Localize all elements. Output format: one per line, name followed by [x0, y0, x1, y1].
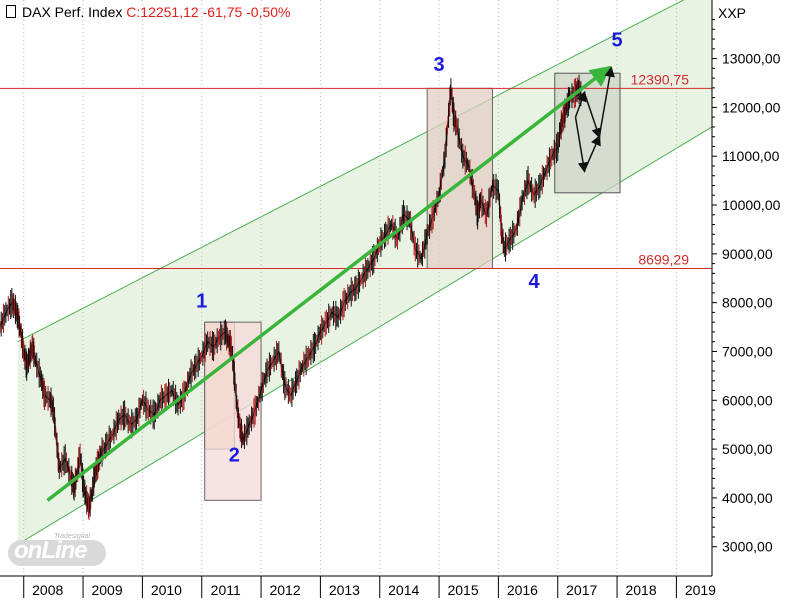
- x-tick-label: 2010: [151, 582, 182, 598]
- x-tick-label: 2016: [507, 582, 538, 598]
- x-tick-label: 2018: [625, 582, 656, 598]
- y-tick-label: 4000,00: [722, 490, 773, 506]
- y-tick-label: 13000,00: [722, 51, 781, 67]
- channel-lower-line: [17, 126, 713, 545]
- forecast-arrow: [583, 134, 601, 172]
- x-tick-label: 2019: [685, 582, 716, 598]
- y-tick-label: 7000,00: [722, 343, 773, 359]
- y-tick-label: 6000,00: [722, 392, 773, 408]
- logo-subtext: Tradesignal: [54, 533, 91, 540]
- y-tick-label: 8000,00: [722, 295, 773, 311]
- wave-label: 5: [612, 29, 623, 51]
- x-tick-label: 2014: [388, 582, 419, 598]
- wave-label: 3: [434, 54, 445, 76]
- logo-text: onLine: [14, 537, 88, 564]
- wave-label: 1: [196, 291, 207, 313]
- y-tick-label: 10000,00: [722, 197, 781, 213]
- y-axis-unit: XXP: [717, 5, 746, 21]
- x-tick-label: 2013: [329, 582, 360, 598]
- logo-pill: [8, 540, 106, 566]
- horizontal-level-label: 12390,75: [631, 71, 690, 87]
- x-tick-label: 2012: [269, 582, 300, 598]
- quote-readout: C:12251,12 -61,75 -0,50%: [126, 4, 291, 20]
- channel-upper-line: [17, 0, 685, 343]
- x-tick-label: 2008: [32, 582, 63, 598]
- y-tick-label: 12000,00: [722, 99, 781, 115]
- y-tick-label: 11000,00: [722, 148, 780, 164]
- forecast-arrow: [598, 66, 615, 137]
- trend-arrow: [46, 65, 612, 502]
- y-tick-label: 3000,00: [722, 539, 773, 555]
- forecast-arrow: [583, 92, 602, 139]
- annotation-box: [554, 72, 621, 194]
- instrument-name: DAX Perf. Index: [22, 4, 123, 20]
- forecast-arrow: [574, 90, 587, 118]
- wave-label: 2: [229, 444, 240, 466]
- header-checkbox[interactable]: [6, 5, 16, 18]
- y-tick-label: 5000,00: [722, 441, 773, 457]
- x-tick-label: 2009: [91, 582, 122, 598]
- wave-label: 4: [528, 271, 540, 293]
- chart-header: DAX Perf. Index C:12251,12 -61,75 -0,50%: [6, 4, 291, 20]
- annotation-box: [426, 87, 493, 269]
- onLine-logo: onLine Tradesignal: [8, 533, 112, 567]
- x-tick-label: 2015: [447, 582, 478, 598]
- y-tick-label: 9000,00: [722, 246, 773, 262]
- x-tick-label: 2011: [211, 582, 241, 598]
- forecast-arrow: [574, 117, 589, 173]
- horizontal-level-label: 8699,29: [638, 252, 689, 268]
- x-tick-label: 2017: [566, 582, 597, 598]
